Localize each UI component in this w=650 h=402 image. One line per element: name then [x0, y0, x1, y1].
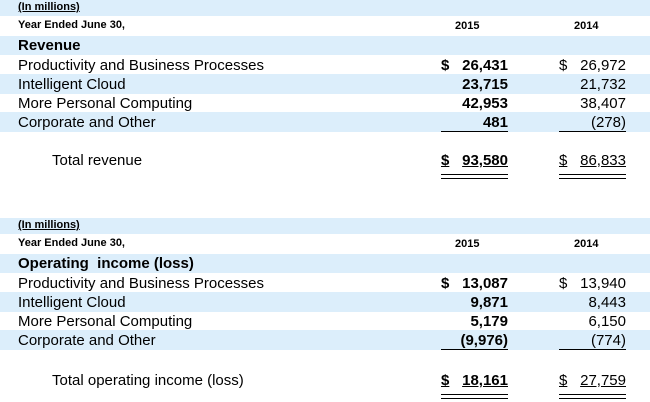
operating-period-label: Year Ended June 30, — [18, 237, 125, 249]
value-2015: 5,179 — [470, 313, 508, 330]
value-2015: 26,431 — [462, 57, 508, 74]
total-double-rule-2015 — [441, 174, 508, 179]
total-row: Total revenue $ 93,580 $ 86,833 — [0, 150, 650, 170]
revenue-section-title: Revenue — [18, 37, 81, 54]
table-row: More Personal Computing 42,953 38,407 — [0, 93, 650, 113]
operating-units-label: (In millions) — [18, 219, 80, 231]
total-double-rule-2014 — [559, 394, 626, 399]
row-label: Productivity and Business Processes — [18, 275, 264, 292]
value-2014: 13,940 — [580, 275, 626, 292]
row-label: Productivity and Business Processes — [18, 57, 264, 74]
table-row: Intelligent Cloud 23,715 21,732 — [0, 74, 650, 94]
dollar-sign: $ — [559, 152, 568, 169]
operating-period-row: Year Ended June 30, 2015 2014 — [0, 235, 650, 253]
total-value-2014: 86,833 — [580, 152, 626, 169]
total-value-2015: 18,161 — [462, 372, 508, 389]
value-2014: (774) — [590, 332, 626, 349]
total-double-rule-2015 — [441, 394, 508, 399]
value-2014: 8,443 — [588, 294, 626, 311]
revenue-table: (In millions) Year Ended June 30, 2015 2… — [0, 0, 650, 190]
table-row: Intelligent Cloud 9,871 8,443 — [0, 292, 650, 312]
revenue-period-label: Year Ended June 30, — [18, 19, 125, 31]
value-2014: 38,407 — [580, 95, 626, 112]
total-double-rule-2014 — [559, 174, 626, 179]
total-value-2014: 27,759 — [580, 372, 626, 389]
table-row: More Personal Computing 5,179 6,150 — [0, 311, 650, 331]
value-2014: 6,150 — [588, 313, 626, 330]
value-2015: 13,087 — [462, 275, 508, 292]
operating-units-row: (In millions) — [0, 218, 650, 234]
total-label: Total operating income (loss) — [52, 372, 244, 389]
revenue-year-2015: 2015 — [455, 20, 480, 32]
revenue-units-label: (In millions) — [18, 1, 80, 13]
table-row: Productivity and Business Processes $ 13… — [0, 273, 650, 293]
value-2014: 26,972 — [580, 57, 626, 74]
dollar-sign: $ — [441, 275, 450, 292]
subtotal-rule-2015 — [441, 349, 508, 350]
table-row: Productivity and Business Processes $ 26… — [0, 55, 650, 75]
operating-income-table: (In millions) Year Ended June 30, 2015 2… — [0, 218, 650, 402]
operating-year-2014: 2014 — [574, 238, 599, 250]
total-value-2015: 93,580 — [462, 152, 508, 169]
dollar-sign: $ — [441, 152, 450, 169]
value-2015: 9,871 — [470, 294, 508, 311]
value-2015: (9,976) — [460, 332, 508, 349]
row-label: Corporate and Other — [18, 114, 156, 131]
operating-section-title: Operating income (loss) — [18, 255, 194, 272]
table-row: Corporate and Other (9,976) (774) — [0, 330, 650, 350]
value-2015: 23,715 — [462, 76, 508, 93]
revenue-period-row: Year Ended June 30, 2015 2014 — [0, 17, 650, 35]
operating-year-2015: 2015 — [455, 238, 480, 250]
total-label: Total revenue — [52, 152, 143, 169]
dollar-sign: $ — [559, 372, 568, 389]
value-2015: 481 — [482, 114, 508, 131]
subtotal-rule-2014 — [559, 131, 626, 132]
subtotal-rule-2014 — [559, 349, 626, 350]
row-label: Intelligent Cloud — [18, 294, 126, 311]
dollar-sign: $ — [559, 57, 568, 74]
total-row: Total operating income (loss) $ 18,161 $… — [0, 370, 650, 390]
table-row: Corporate and Other 481 (278) — [0, 112, 650, 132]
dollar-sign: $ — [441, 372, 450, 389]
row-label: More Personal Computing — [18, 95, 193, 112]
value-2014: 21,732 — [580, 76, 626, 93]
subtotal-rule-2015 — [441, 131, 508, 132]
row-label: Intelligent Cloud — [18, 76, 126, 93]
dollar-sign: $ — [441, 57, 450, 74]
dollar-sign: $ — [559, 275, 568, 292]
value-2014: (278) — [590, 114, 626, 131]
revenue-section-row: Revenue — [0, 36, 650, 55]
row-label: More Personal Computing — [18, 313, 193, 330]
row-label: Corporate and Other — [18, 332, 156, 349]
revenue-units-row: (In millions) — [0, 0, 650, 16]
value-2015: 42,953 — [462, 95, 508, 112]
revenue-year-2014: 2014 — [574, 20, 599, 32]
operating-section-row: Operating income (loss) — [0, 254, 650, 273]
